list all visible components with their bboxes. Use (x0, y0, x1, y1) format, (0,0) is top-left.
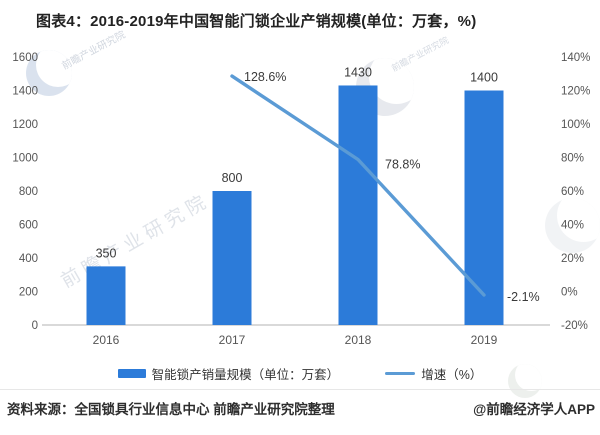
watermark-swoosh-icon (515, 364, 542, 392)
left-axis-tick: 1400 (12, 86, 38, 98)
bar-2018 (338, 85, 378, 325)
line-point-label: 78.8% (385, 158, 420, 172)
right-axis-tick: 140% (561, 52, 590, 64)
x-axis-category-label: 2017 (219, 333, 246, 347)
right-axis-tick: 80% (561, 153, 584, 165)
left-axis-tick: 600 (19, 220, 38, 232)
qianzhan-watermark-logo-icon (545, 198, 600, 253)
x-axis-category-label: 2016 (93, 333, 120, 347)
line-point-label: 128.6% (244, 70, 286, 84)
legend-item-sales: 智能锁产销量规模（单位：万套） (117, 364, 340, 383)
qianzhan-watermark-logo-icon (26, 50, 72, 96)
line-swatch-icon (385, 371, 416, 375)
bar-value-label: 350 (96, 246, 117, 260)
legend-label-sales: 智能锁产销量规模（单位：万套） (151, 367, 340, 382)
right-axis-tick: 100% (561, 119, 590, 131)
bar-2017 (212, 191, 252, 325)
growth-line (230, 74, 486, 297)
bar-2016 (86, 266, 126, 325)
right-axis-tick: 0% (561, 287, 578, 299)
right-axis-tick: 60% (561, 186, 584, 198)
credit-text: @前瞻经济学人APP (473, 402, 595, 417)
footer: 资料来源：全国锁具行业信息中心 前瞻产业研究院整理 @前瞻经济学人APP (0, 398, 600, 418)
left-axis-tick: 0 (32, 320, 38, 332)
left-axis-tick: 800 (19, 186, 38, 198)
chart-canvas: 1600 1400 1200 1000 800 600 400 200 0 140% 120% 100… (12, 52, 590, 347)
legend-label-growth: 增速（%） (421, 367, 483, 382)
left-axis-tick: 200 (19, 287, 38, 299)
bar-swatch-icon (117, 368, 146, 378)
right-axis-tick: -20% (561, 320, 588, 332)
line-point-label: -2.1% (507, 290, 540, 304)
left-axis-tick: 1600 (12, 52, 38, 64)
chart-legend: 智能锁产销量规模（单位：万套） 增速（%） (0, 362, 600, 384)
bar-value-label: 1430 (344, 65, 372, 79)
footer-divider (0, 389, 600, 390)
bar-2019 (464, 90, 504, 325)
right-axis-tick: 40% (561, 220, 584, 232)
chart-title: 图表4：2016-2019年中国智能门锁企业产销规模(单位：万套，%) (36, 13, 477, 30)
bar-value-label: 1400 (470, 71, 498, 85)
x-axis-category-label: 2019 (471, 333, 498, 347)
x-axis-category-label: 2018 (345, 333, 372, 347)
bar-value-label: 800 (222, 171, 243, 185)
right-axis-tick: 120% (561, 86, 590, 98)
right-axis-tick: 20% (561, 253, 584, 265)
watermark-swoosh-icon (557, 198, 600, 242)
legend-item-growth: 增速（%） (385, 364, 482, 383)
watermark-swoosh-icon (36, 50, 72, 87)
left-axis-tick: 1000 (12, 153, 38, 165)
left-axis-tick: 1200 (12, 119, 38, 131)
data-source-text: 资料来源：全国锁具行业信息中心 前瞻产业研究院整理 (7, 402, 335, 417)
qianzhan-watermark-logo-icon (508, 364, 542, 398)
left-axis-tick: 400 (19, 253, 38, 265)
